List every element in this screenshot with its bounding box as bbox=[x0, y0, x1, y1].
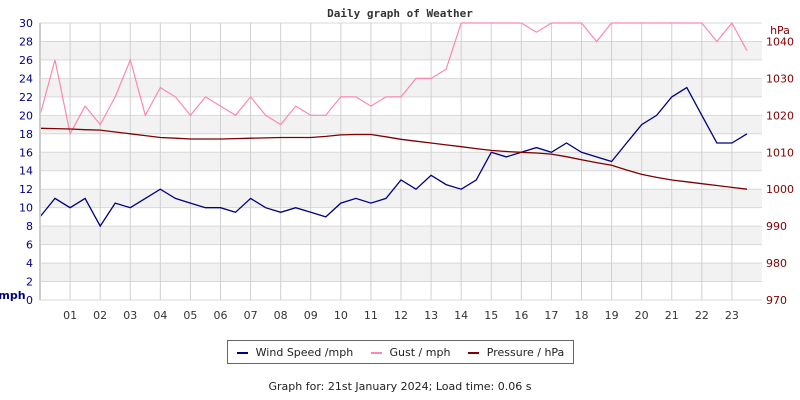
legend-gust: Gust / mph bbox=[370, 345, 451, 359]
series-pressure-line bbox=[39, 127, 748, 190]
y-left-label: mph bbox=[0, 289, 26, 302]
series-wind-line bbox=[39, 86, 748, 228]
series-gust-line bbox=[39, 21, 748, 136]
x-tick: 19 bbox=[605, 309, 619, 322]
x-tick: 18 bbox=[575, 309, 589, 322]
wind-swatch bbox=[236, 351, 248, 354]
x-tick: 22 bbox=[695, 309, 709, 322]
x-tick: 03 bbox=[123, 309, 137, 322]
legend-wind: Wind Speed /mph bbox=[236, 345, 354, 359]
legend-pressure: Pressure / hPa bbox=[467, 345, 565, 359]
y-right-tick: 1020 bbox=[766, 109, 794, 122]
y-left-tick: 18 bbox=[19, 128, 33, 141]
y-left-tick: 10 bbox=[19, 202, 33, 215]
y-left-tick: 26 bbox=[19, 54, 33, 67]
y-right-tick: 1010 bbox=[766, 146, 794, 159]
y-left-tick: 4 bbox=[26, 257, 33, 270]
y-left-tick: 8 bbox=[26, 220, 33, 233]
legend: Wind Speed /mph Gust / mph Pressure / hP… bbox=[227, 340, 574, 364]
legend-pressure-label: Pressure / hPa bbox=[486, 345, 565, 359]
gust-swatch bbox=[370, 351, 382, 354]
x-tick: 04 bbox=[153, 309, 167, 322]
y-right-label: hPa bbox=[770, 24, 790, 37]
y-left-tick: 2 bbox=[26, 276, 33, 289]
y-left-tick: 14 bbox=[19, 165, 33, 178]
y-left-tick: 28 bbox=[19, 35, 33, 48]
y-right-tick: 990 bbox=[766, 220, 787, 233]
x-tick: 08 bbox=[274, 309, 288, 322]
y-left-tick: 12 bbox=[19, 183, 33, 196]
x-tick: 07 bbox=[244, 309, 258, 322]
y-right-tick: 1030 bbox=[766, 72, 794, 85]
y-left-tick: 22 bbox=[19, 91, 33, 104]
y-right-tick: 970 bbox=[766, 294, 787, 307]
x-tick: 14 bbox=[454, 309, 468, 322]
chart-title: Daily graph of Weather bbox=[327, 7, 473, 20]
x-tick: 11 bbox=[364, 309, 378, 322]
x-tick: 13 bbox=[424, 309, 438, 322]
x-tick: 20 bbox=[635, 309, 649, 322]
legend-wind-label: Wind Speed /mph bbox=[255, 345, 354, 359]
y-right-tick: 980 bbox=[766, 257, 787, 270]
x-tick: 16 bbox=[514, 309, 528, 322]
weather-chart: Daily graph of Weather 02468101214161820… bbox=[0, 7, 794, 322]
x-tick: 09 bbox=[304, 309, 318, 322]
y-left-tick: 0 bbox=[26, 294, 33, 307]
y-left-tick: 16 bbox=[19, 146, 33, 159]
x-tick: 17 bbox=[544, 309, 558, 322]
y-left-tick: 30 bbox=[19, 17, 33, 30]
y-left-tick: 20 bbox=[19, 109, 33, 122]
y-right-tick: 1000 bbox=[766, 183, 794, 196]
x-tick: 15 bbox=[484, 309, 498, 322]
legend-gust-label: Gust / mph bbox=[389, 345, 451, 359]
pressure-swatch bbox=[467, 351, 479, 354]
x-tick: 05 bbox=[183, 309, 197, 322]
x-tick: 12 bbox=[394, 309, 408, 322]
y-left-tick: 24 bbox=[19, 72, 33, 85]
x-tick: 10 bbox=[334, 309, 348, 322]
footer: Graph for: 21st January 2024; Load time:… bbox=[268, 380, 532, 393]
x-tick: 02 bbox=[93, 309, 107, 322]
y-left-tick: 6 bbox=[26, 239, 33, 252]
x-tick: 06 bbox=[214, 309, 228, 322]
x-tick: 23 bbox=[725, 309, 739, 322]
y-right-tick: 1040 bbox=[766, 35, 794, 48]
x-tick: 21 bbox=[665, 309, 679, 322]
x-tick: 01 bbox=[63, 309, 77, 322]
